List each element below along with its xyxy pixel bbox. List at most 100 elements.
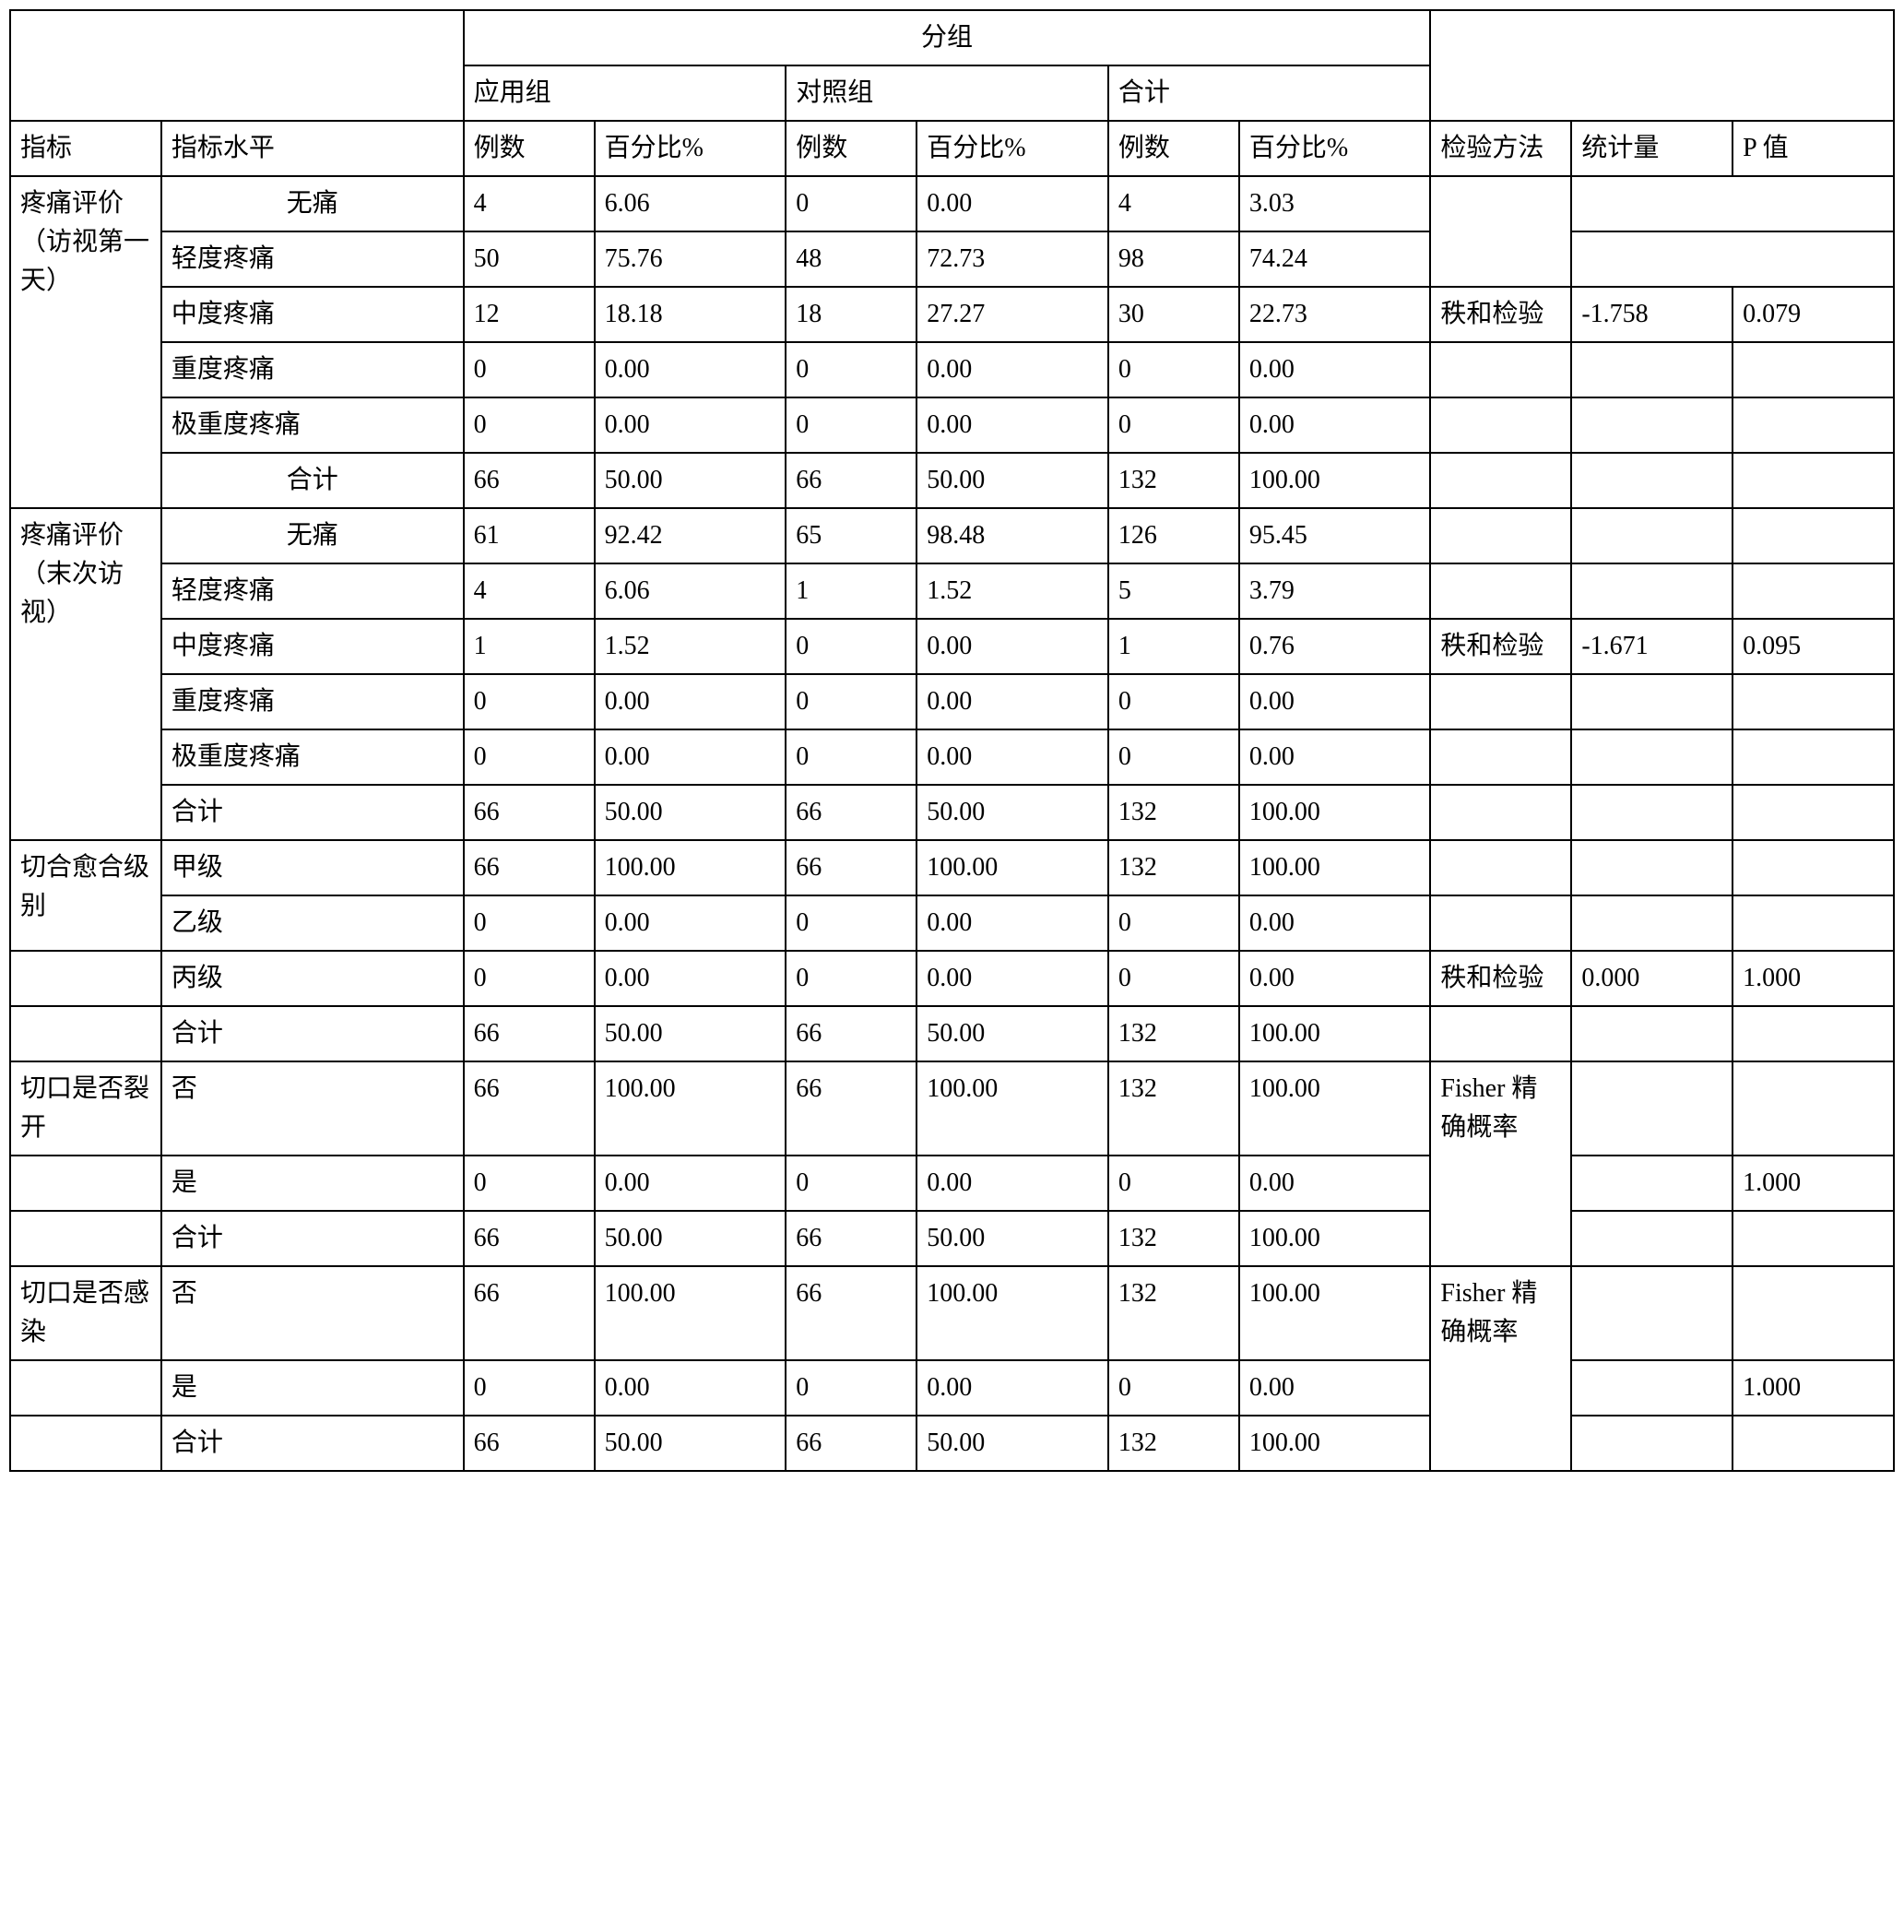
- ctrl-percent-cell: 0.00: [917, 951, 1108, 1006]
- app-percent-cell: 0.00: [595, 1360, 786, 1416]
- header-ctrl-count: 例数: [786, 121, 917, 176]
- total-count-cell: 132: [1108, 1211, 1239, 1266]
- total-count-cell: 132: [1108, 453, 1239, 508]
- total-percent-cell: 0.00: [1239, 1360, 1431, 1416]
- app-count-cell: 50: [464, 231, 595, 287]
- app-count-cell: 66: [464, 1416, 595, 1471]
- app-count-cell: 4: [464, 176, 595, 231]
- indicator-cell: 疼痛评价（访视第一天）: [10, 176, 161, 508]
- method-cell: 秩和检验: [1430, 951, 1571, 1006]
- level-cell: 丙级: [161, 951, 464, 1006]
- header-row-1: 分组: [10, 10, 1894, 65]
- stat-cell: [1571, 1266, 1733, 1360]
- app-percent-cell: 6.06: [595, 176, 786, 231]
- app-count-cell: 66: [464, 1006, 595, 1061]
- indicator-cell: [10, 1211, 161, 1266]
- table-row: 合计6650.006650.00132100.00: [10, 1416, 1894, 1471]
- header-app-group: 应用组: [464, 65, 786, 121]
- app-percent-cell: 18.18: [595, 287, 786, 342]
- ctrl-percent-cell: 0.00: [917, 176, 1108, 231]
- app-count-cell: 61: [464, 508, 595, 563]
- table-row: 极重度疼痛00.0000.0000.00: [10, 729, 1894, 785]
- app-count-cell: 0: [464, 1156, 595, 1211]
- method-cell: [1430, 785, 1571, 840]
- total-count-cell: 132: [1108, 785, 1239, 840]
- ctrl-percent-cell: 100.00: [917, 1061, 1108, 1156]
- app-count-cell: 12: [464, 287, 595, 342]
- table-row: 合计6650.006650.00132100.00: [10, 1211, 1894, 1266]
- ctrl-count-cell: 66: [786, 840, 917, 895]
- method-cell: [1430, 729, 1571, 785]
- stat-cell: [1571, 453, 1733, 508]
- indicator-cell: 切口是否裂开: [10, 1061, 161, 1156]
- stat-cell: -1.671: [1571, 619, 1733, 674]
- ctrl-count-cell: 0: [786, 397, 917, 453]
- total-count-cell: 0: [1108, 895, 1239, 951]
- indicator-cell: 疼痛评价（末次访视）: [10, 508, 161, 840]
- total-percent-cell: 0.00: [1239, 674, 1431, 729]
- header-blank: [10, 10, 464, 121]
- stat-cell: [1571, 785, 1733, 840]
- ctrl-percent-cell: 0.00: [917, 1360, 1108, 1416]
- app-percent-cell: 100.00: [595, 1266, 786, 1360]
- pval-cell: 1.000: [1733, 1156, 1894, 1211]
- app-percent-cell: 0.00: [595, 951, 786, 1006]
- indicator-cell: [10, 1416, 161, 1471]
- ctrl-count-cell: 0: [786, 176, 917, 231]
- method-cell: 秩和检验: [1430, 287, 1571, 342]
- total-percent-cell: 3.79: [1239, 563, 1431, 619]
- app-count-cell: 1: [464, 619, 595, 674]
- total-count-cell: 4: [1108, 176, 1239, 231]
- ctrl-count-cell: 48: [786, 231, 917, 287]
- pval-cell: [1733, 1211, 1894, 1266]
- total-percent-cell: 100.00: [1239, 785, 1431, 840]
- stat-cell: [1571, 1416, 1733, 1471]
- stat-cell: [1571, 1061, 1733, 1156]
- pval-cell: [1733, 729, 1894, 785]
- level-cell: 无痛: [161, 508, 464, 563]
- header-total-count: 例数: [1108, 121, 1239, 176]
- total-count-cell: 0: [1108, 342, 1239, 397]
- total-percent-cell: 0.00: [1239, 342, 1431, 397]
- level-cell: 轻度疼痛: [161, 231, 464, 287]
- total-count-cell: 126: [1108, 508, 1239, 563]
- level-cell: 轻度疼痛: [161, 563, 464, 619]
- table-body: 疼痛评价（访视第一天）无痛46.0600.0043.03轻度疼痛5075.764…: [10, 176, 1894, 1471]
- app-count-cell: 0: [464, 674, 595, 729]
- ctrl-count-cell: 0: [786, 342, 917, 397]
- header-p-value: P 值: [1733, 121, 1894, 176]
- total-percent-cell: 95.45: [1239, 508, 1431, 563]
- table-row: 切口是否裂开否66100.0066100.00132100.00Fisher 精…: [10, 1061, 1894, 1156]
- level-cell: 否: [161, 1266, 464, 1360]
- ctrl-count-cell: 0: [786, 895, 917, 951]
- pval-cell: [1733, 563, 1894, 619]
- indicator-cell: [10, 1156, 161, 1211]
- app-percent-cell: 0.00: [595, 397, 786, 453]
- method-cell: [1430, 674, 1571, 729]
- total-count-cell: 0: [1108, 397, 1239, 453]
- table-row: 是00.0000.0000.001.000: [10, 1156, 1894, 1211]
- app-count-cell: 66: [464, 840, 595, 895]
- total-count-cell: 5: [1108, 563, 1239, 619]
- ctrl-percent-cell: 0.00: [917, 397, 1108, 453]
- pval-cell: [1733, 895, 1894, 951]
- stat-cell: [1571, 1360, 1733, 1416]
- app-percent-cell: 50.00: [595, 1416, 786, 1471]
- pval-cell: [1733, 1006, 1894, 1061]
- app-percent-cell: 1.52: [595, 619, 786, 674]
- ctrl-percent-cell: 0.00: [917, 895, 1108, 951]
- table-row: 合计6650.006650.00132100.00: [10, 1006, 1894, 1061]
- indicator-cell: [10, 951, 161, 1006]
- level-cell: 乙级: [161, 895, 464, 951]
- ctrl-count-cell: 65: [786, 508, 917, 563]
- indicator-cell: 切合愈合级别: [10, 840, 161, 951]
- stat-cell: [1571, 1006, 1733, 1061]
- total-percent-cell: 3.03: [1239, 176, 1431, 231]
- indicator-cell: 切口是否感染: [10, 1266, 161, 1360]
- method-cell: [1430, 176, 1571, 287]
- table-row: 丙级00.0000.0000.00秩和检验0.0001.000: [10, 951, 1894, 1006]
- total-percent-cell: 100.00: [1239, 1211, 1431, 1266]
- pval-cell: 1.000: [1733, 951, 1894, 1006]
- app-percent-cell: 0.00: [595, 729, 786, 785]
- app-percent-cell: 50.00: [595, 1006, 786, 1061]
